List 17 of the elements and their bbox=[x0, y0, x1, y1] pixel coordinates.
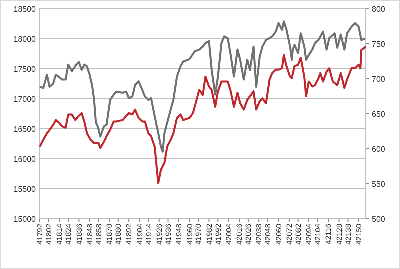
y2-tick-label: 500 bbox=[372, 214, 386, 224]
y-tick-label: 18500 bbox=[14, 4, 37, 14]
y2-tick-label: 600 bbox=[372, 144, 386, 154]
y2-tick-label: 650 bbox=[372, 110, 386, 119]
y2-tick-label: 700 bbox=[372, 74, 386, 84]
y-tick-label: 17500 bbox=[14, 64, 37, 74]
y-tick-label: 17000 bbox=[14, 94, 37, 104]
y-tick-label: 15000 bbox=[14, 214, 37, 224]
y-tick-label: 16500 bbox=[14, 124, 37, 134]
y-tick-label: 18000 bbox=[14, 34, 37, 44]
y-tick-label: 15500 bbox=[14, 184, 37, 194]
y-tick-label: 16000 bbox=[14, 154, 37, 164]
line-series bbox=[39, 46, 367, 184]
y2-tick-label: 550 bbox=[372, 180, 386, 189]
line-series bbox=[39, 20, 366, 153]
y2-tick-label: 750 bbox=[372, 40, 386, 49]
y2-tick-label: 800 bbox=[372, 4, 386, 14]
